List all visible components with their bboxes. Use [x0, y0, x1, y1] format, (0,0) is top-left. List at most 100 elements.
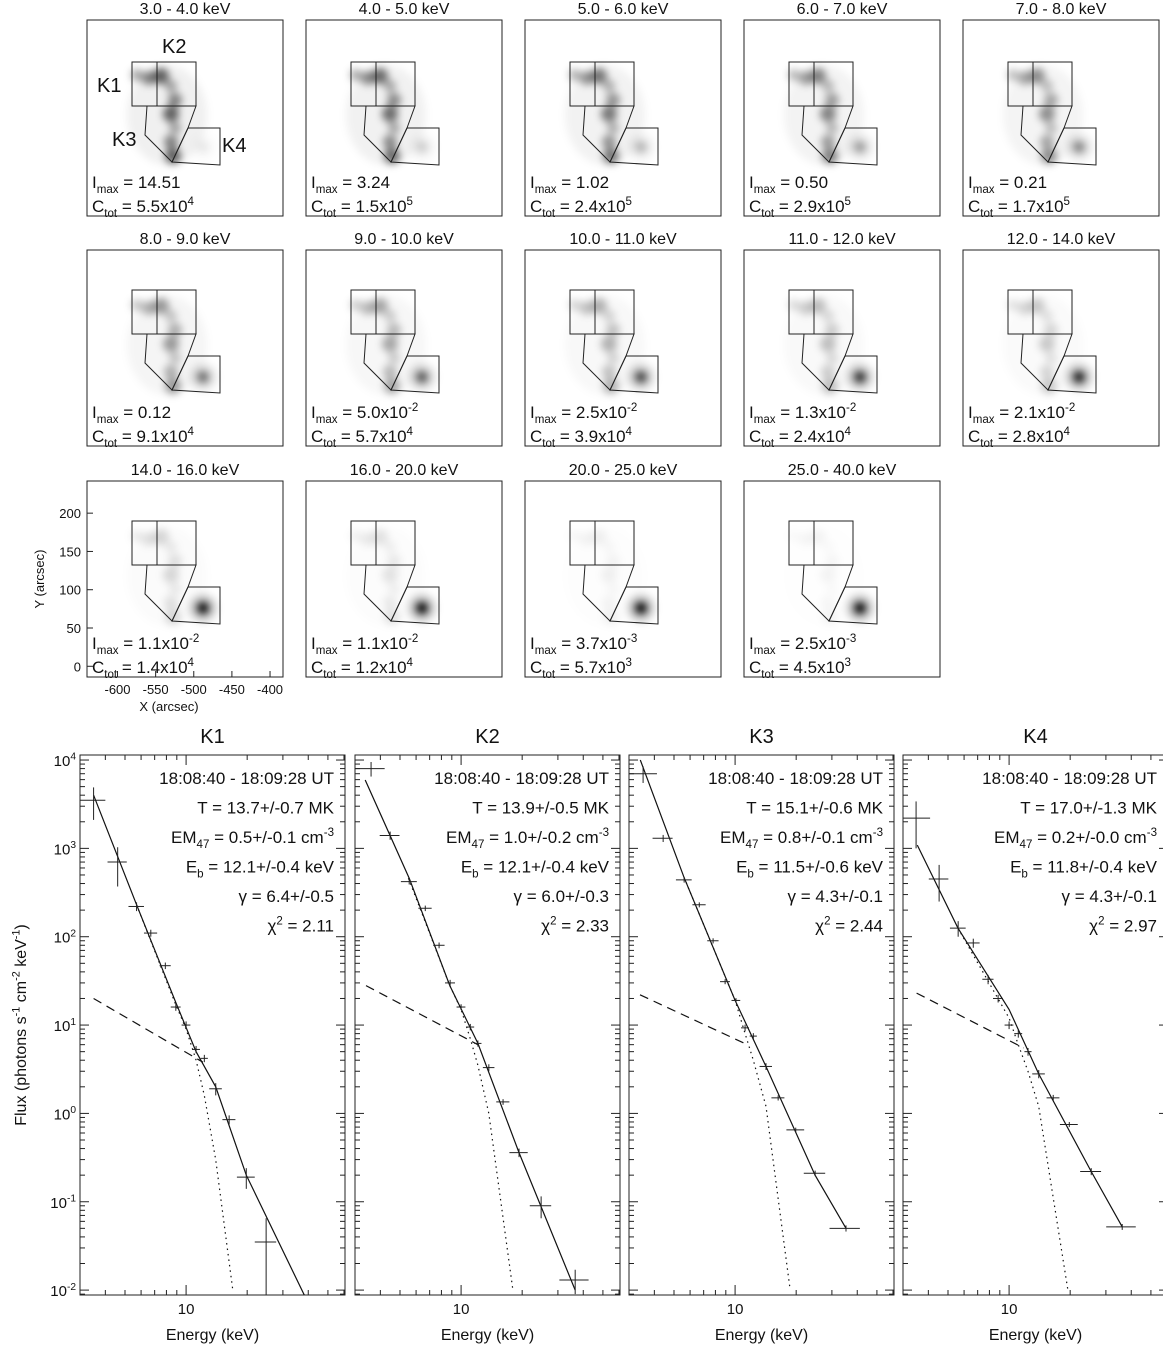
region-k4: [828, 355, 878, 394]
text-run: 10: [50, 1195, 67, 1212]
panel-title: 8.0 - 9.0 keV: [140, 231, 231, 248]
thermal-blob: [383, 365, 397, 379]
footpoint-halo: [846, 363, 874, 391]
fit-annotation: T = 15.1+/-0.6 MK: [746, 799, 883, 818]
subscript: tot: [761, 669, 775, 681]
imax-label: Imax = 1.1x10-2: [92, 633, 199, 657]
text-run: = 2.5x10: [776, 634, 846, 653]
x-tick-label: -500: [181, 682, 207, 697]
subscript: tot: [323, 669, 337, 681]
plot-frame: [79, 754, 346, 1296]
text-run: I: [749, 403, 754, 422]
subscript: max: [535, 645, 557, 657]
superscript: -3: [846, 633, 856, 645]
ctot-label: Ctot = 4.5x103: [749, 657, 851, 681]
subscript: 47: [197, 839, 210, 851]
imax-label: Imax = 2.1x10-2: [968, 402, 1075, 426]
thermal-blob: [361, 532, 375, 546]
text-run: I: [968, 173, 973, 192]
text-run: C: [311, 658, 323, 677]
thermal-blob: [820, 336, 836, 352]
y-tick-label: 50: [67, 621, 81, 636]
text-run: = 2.4x10: [555, 197, 625, 216]
x-tick-label: -400: [257, 682, 283, 697]
text-run: = 1.02: [557, 173, 609, 192]
text-run: 10: [50, 1283, 67, 1300]
text-run: = 2.97: [1105, 917, 1157, 936]
text-run: γ = 6.0+/-0.3: [514, 887, 609, 906]
text-run: = 2.44: [831, 917, 883, 936]
plot-frame: [902, 754, 1163, 1296]
text-run: = 1.1x10: [119, 634, 189, 653]
imax-label: Imax = 5.0x10-2: [311, 402, 418, 426]
superscript: -2: [408, 402, 418, 414]
subscript: max: [97, 184, 119, 196]
thermal-blob: [384, 310, 396, 322]
region-k4: [1047, 355, 1097, 394]
text-run: C: [749, 197, 761, 216]
subscript: max: [973, 414, 995, 426]
y-tick-label: 100: [59, 583, 81, 598]
superscript: 5: [845, 196, 851, 208]
imax-label: Imax = 1.02: [530, 173, 609, 196]
region-k4: [1047, 127, 1097, 166]
panel-frame: [743, 249, 941, 447]
model-solid: [364, 779, 576, 1291]
plot-area: [629, 759, 860, 1291]
emission: [127, 65, 209, 165]
text-run: C: [968, 197, 980, 216]
superscript: 4: [188, 657, 195, 669]
text-run: Flux (photons s: [13, 1016, 30, 1125]
text-run: = 5.0x10: [338, 403, 408, 422]
subscript: max: [754, 184, 776, 196]
text-run: 18:08:40 - 18:09:28 UT: [708, 769, 883, 788]
superscript: 4: [626, 426, 633, 438]
thermal-blob: [163, 567, 179, 583]
thermal-blob: [601, 336, 617, 352]
text-run: = 2.5x10: [557, 403, 627, 422]
subscript: tot: [104, 438, 118, 450]
thermal-blob: [142, 301, 156, 315]
y-tick-label: 103: [54, 840, 77, 858]
text-run: T = 13.7+/-0.7 MK: [197, 799, 334, 818]
subscript: max: [535, 414, 557, 426]
thermal-blob: [350, 299, 362, 311]
emission: [810, 529, 874, 625]
text-run: I: [968, 403, 973, 422]
ctot-label: Ctot = 5.5x104: [92, 196, 195, 220]
imax-label: Imax = 2.5x10-3: [749, 633, 856, 657]
footpoint-halo: [189, 363, 217, 391]
superscript: -1: [67, 1193, 76, 1204]
subscript: max: [316, 645, 338, 657]
subscript: max: [316, 414, 338, 426]
text-run: = 11.5+/-0.6 keV: [754, 858, 884, 877]
text-run: = 1.3x10: [776, 403, 846, 422]
thermal-blob: [788, 69, 800, 81]
superscript: 3: [70, 840, 76, 851]
ctot-label: Ctot = 9.1x104: [92, 426, 195, 450]
subscript: tot: [542, 669, 556, 681]
halo: [784, 65, 864, 165]
panel-frame: [86, 249, 284, 447]
model-solid: [916, 844, 1123, 1228]
thermal-blob: [164, 365, 178, 379]
text-run: E: [736, 858, 747, 877]
thermal-blob: [602, 365, 616, 379]
panel-frame: [524, 480, 722, 678]
fit-annotation: Eb = 11.5+/-0.6 keV: [736, 858, 884, 881]
plot-frame: [354, 754, 621, 1296]
superscript: -2: [67, 1282, 76, 1293]
superscript: 2: [550, 915, 556, 927]
thermal-blob: [569, 69, 581, 81]
region-label: K4: [222, 135, 246, 157]
footpoint-halo: [408, 133, 436, 161]
plot-title: K4: [1023, 726, 1047, 748]
text-run: = 5.7x10: [336, 427, 406, 446]
imax-label: Imax = 1.3x10-2: [749, 402, 856, 426]
text-run: C: [92, 658, 104, 677]
